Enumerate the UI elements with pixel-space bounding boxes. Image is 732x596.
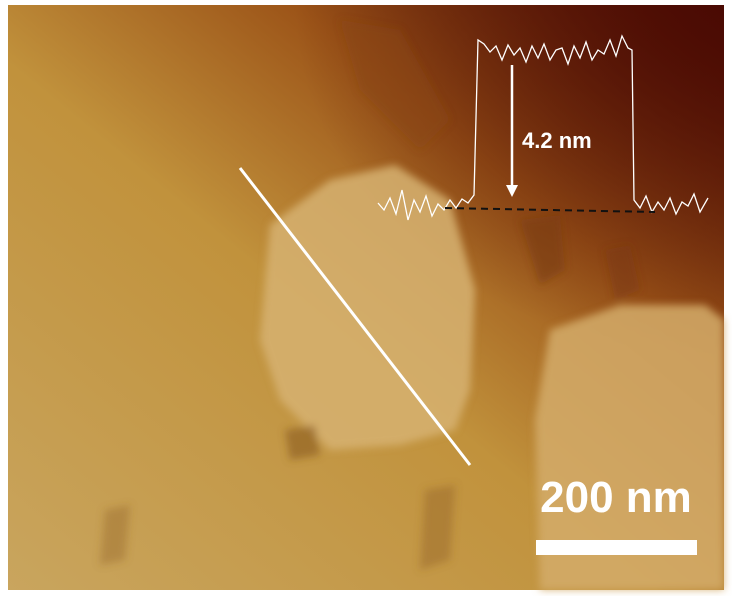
scale-bar-label: 200 nm	[540, 473, 692, 522]
height-label: 4.2 nm	[522, 128, 592, 153]
afm-image: 4.2 nm 200 nm	[0, 0, 732, 596]
scale-bar	[536, 540, 697, 555]
page: 4.2 nm 200 nm (() => { const data = JSON…	[0, 0, 732, 596]
